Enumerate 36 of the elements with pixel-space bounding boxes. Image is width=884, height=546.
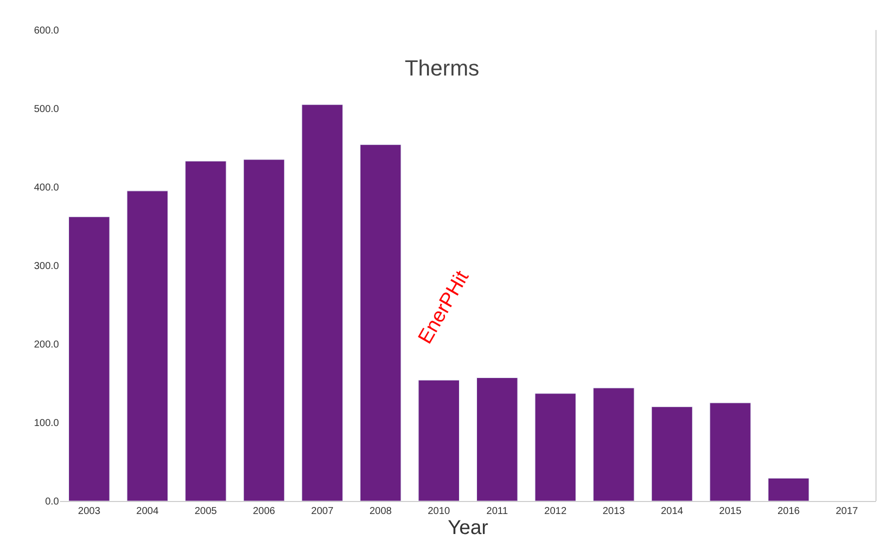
y-tick-label: 300.0 xyxy=(34,261,60,272)
bar xyxy=(593,388,634,501)
y-tick-label: 600.0 xyxy=(34,26,60,36)
bar xyxy=(651,406,693,501)
y-tick-label: 400.0 xyxy=(34,182,60,194)
bar xyxy=(768,478,810,501)
x-tick-label: 2014 xyxy=(660,506,684,517)
y-tick-label: 100.0 xyxy=(34,418,60,429)
y-tick-label: 500.0 xyxy=(34,104,60,115)
x-tick-label: 2003 xyxy=(78,506,101,517)
x-tick-label: 2016 xyxy=(777,506,800,517)
x-tick-label: 2004 xyxy=(136,506,159,517)
text: Therms xyxy=(404,55,480,80)
bar xyxy=(710,402,751,501)
x-tick-label: 2007 xyxy=(311,506,334,517)
x-tick-label: 2008 xyxy=(369,506,392,517)
bar xyxy=(302,104,343,501)
bar xyxy=(243,159,285,501)
bar xyxy=(360,144,402,501)
x-tick-label: 2006 xyxy=(252,506,276,517)
x-tick-label: 2012 xyxy=(544,506,567,517)
bar xyxy=(126,190,168,501)
x-tick-label: 2010 xyxy=(428,506,450,517)
bar xyxy=(185,160,226,501)
x-tick-label: 2005 xyxy=(194,506,218,517)
bar xyxy=(476,378,518,501)
bar xyxy=(418,380,460,501)
x-tick-label: 2017 xyxy=(836,506,858,517)
y-tick-label: 200.0 xyxy=(34,340,60,350)
x-tick-label: 2013 xyxy=(602,506,626,517)
x-tick-label: 2011 xyxy=(486,506,508,517)
y-tick-label: 0.0 xyxy=(45,496,60,508)
bar xyxy=(68,216,110,501)
bar xyxy=(534,393,576,501)
x-axis-title: Year xyxy=(448,517,489,539)
x-tick-label: 2015 xyxy=(719,506,742,517)
